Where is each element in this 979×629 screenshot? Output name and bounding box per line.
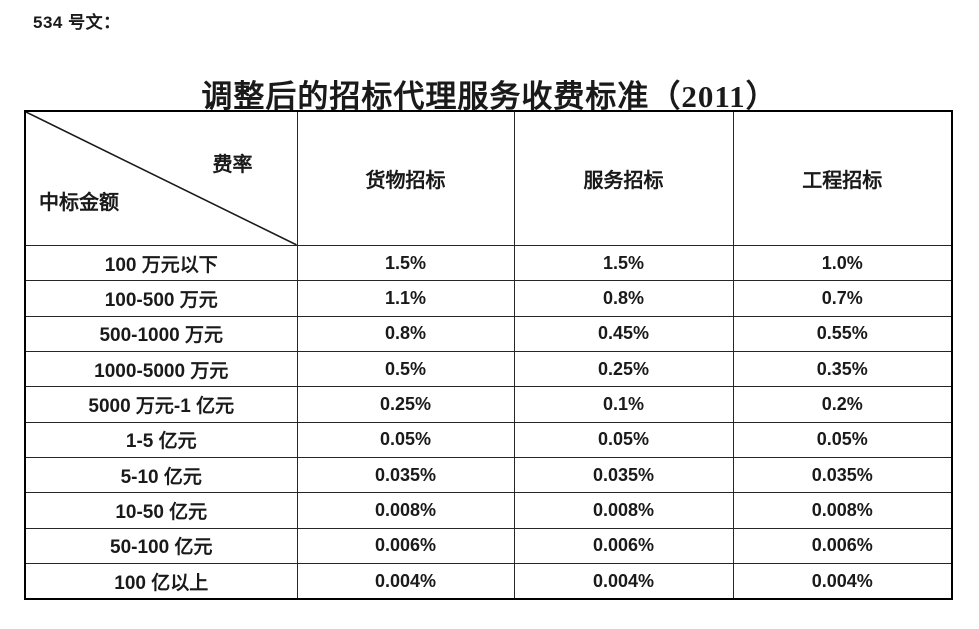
engineering-rate-cell: 0.008% xyxy=(732,492,953,529)
table-row: 100 万元以下 1.5% 1.5% 1.0% xyxy=(24,244,953,282)
engineering-rate-cell: 0.05% xyxy=(732,421,953,459)
goods-rate-cell: 0.5% xyxy=(296,350,515,388)
goods-rate-cell: 1.5% xyxy=(296,244,515,282)
service-rate-cell: 0.004% xyxy=(513,563,734,600)
engineering-rate-cell: 0.55% xyxy=(732,315,953,352)
table-row: 5000 万元-1 亿元 0.25% 0.1% 0.2% xyxy=(24,386,953,423)
column-header-engineering: 工程招标 xyxy=(732,110,953,246)
service-rate-cell: 0.05% xyxy=(513,421,734,459)
table-row: 5-10 亿元 0.035% 0.035% 0.035% xyxy=(24,457,953,494)
goods-rate-cell: 1.1% xyxy=(296,280,515,317)
table-header-row: 费率 中标金额 货物招标 服务招标 工程招标 xyxy=(24,110,953,246)
table-row: 50-100 亿元 0.006% 0.006% 0.006% xyxy=(24,527,953,565)
service-rate-cell: 1.5% xyxy=(513,244,734,282)
corner-header-cell: 费率 中标金额 xyxy=(24,110,298,246)
service-rate-cell: 0.45% xyxy=(513,315,734,352)
amount-cell: 100 亿以上 xyxy=(24,563,298,600)
goods-rate-cell: 0.035% xyxy=(296,457,515,494)
engineering-rate-cell: 0.2% xyxy=(732,386,953,423)
service-rate-cell: 0.006% xyxy=(513,527,734,565)
table-row: 1-5 亿元 0.05% 0.05% 0.05% xyxy=(24,421,953,459)
engineering-rate-cell: 0.7% xyxy=(732,280,953,317)
table-row: 10-50 亿元 0.008% 0.008% 0.008% xyxy=(24,492,953,529)
goods-rate-cell: 0.8% xyxy=(296,315,515,352)
service-rate-cell: 0.008% xyxy=(513,492,734,529)
corner-label-rate: 费率 xyxy=(212,154,253,176)
service-rate-cell: 0.035% xyxy=(513,457,734,494)
goods-rate-cell: 0.05% xyxy=(296,421,515,459)
table-row: 1000-5000 万元 0.5% 0.25% 0.35% xyxy=(24,350,953,388)
diagonal-line xyxy=(26,112,297,245)
amount-cell: 50-100 亿元 xyxy=(24,527,298,565)
engineering-rate-cell: 0.035% xyxy=(732,457,953,494)
fee-rate-table: 费率 中标金额 货物招标 服务招标 工程招标 100 万元以下 1.5% 1.5… xyxy=(24,110,953,600)
amount-cell: 5-10 亿元 xyxy=(24,457,298,494)
amount-cell: 1000-5000 万元 xyxy=(24,350,298,388)
engineering-rate-cell: 1.0% xyxy=(732,244,953,282)
table-row: 100 亿以上 0.004% 0.004% 0.004% xyxy=(24,563,953,600)
column-header-service: 服务招标 xyxy=(513,110,734,246)
table-row: 500-1000 万元 0.8% 0.45% 0.55% xyxy=(24,315,953,352)
engineering-rate-cell: 0.35% xyxy=(732,350,953,388)
amount-cell: 100 万元以下 xyxy=(24,244,298,282)
goods-rate-cell: 0.25% xyxy=(296,386,515,423)
service-rate-cell: 0.1% xyxy=(513,386,734,423)
amount-cell: 10-50 亿元 xyxy=(24,492,298,529)
service-rate-cell: 0.8% xyxy=(513,280,734,317)
amount-cell: 500-1000 万元 xyxy=(24,315,298,352)
goods-rate-cell: 0.004% xyxy=(296,563,515,600)
corner-label-amount: 中标金额 xyxy=(39,191,119,214)
column-header-goods: 货物招标 xyxy=(296,110,515,246)
engineering-rate-cell: 0.006% xyxy=(732,527,953,565)
table-row: 100-500 万元 1.1% 0.8% 0.7% xyxy=(24,280,953,317)
goods-rate-cell: 0.006% xyxy=(296,527,515,565)
amount-cell: 1-5 亿元 xyxy=(24,421,298,459)
page-title: 调整后的招标代理服务收费标准（2011） xyxy=(201,78,778,114)
amount-cell: 5000 万元-1 亿元 xyxy=(24,386,298,423)
doc-number-label: 534 号文： xyxy=(33,13,121,32)
engineering-rate-cell: 0.004% xyxy=(732,563,953,600)
goods-rate-cell: 0.008% xyxy=(296,492,515,529)
service-rate-cell: 0.25% xyxy=(513,350,734,388)
amount-cell: 100-500 万元 xyxy=(24,280,298,317)
